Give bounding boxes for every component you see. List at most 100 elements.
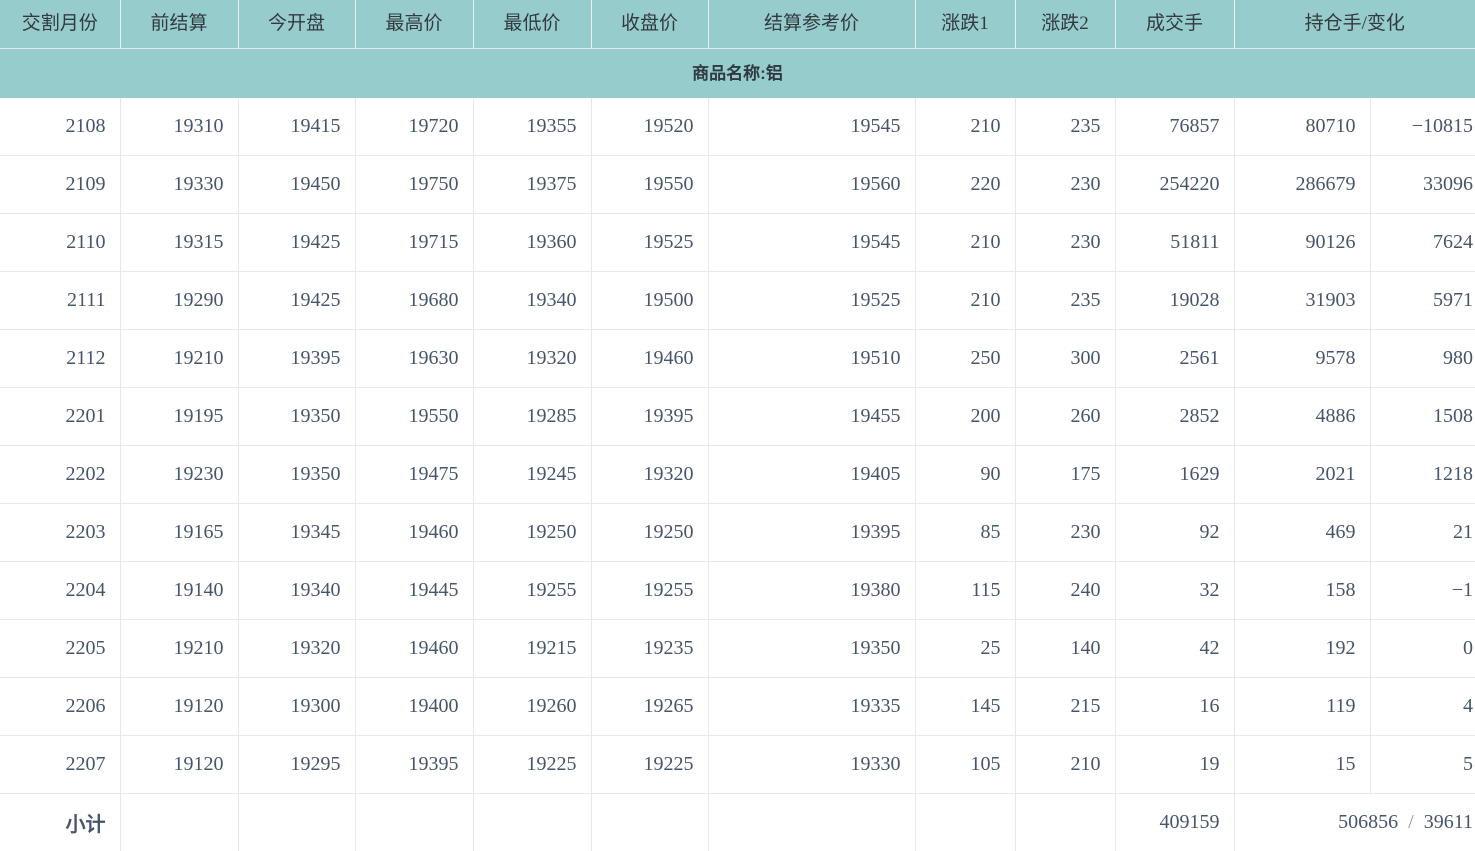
cell-open-interest-change: 7624 <box>1370 214 1475 272</box>
column-header-settle[interactable]: 结算参考价 <box>708 0 915 49</box>
cell-settlement: 19560 <box>708 156 915 214</box>
cell-change-2: 140 <box>1015 620 1115 678</box>
cell-settlement: 19455 <box>708 388 915 446</box>
cell-high: 19395 <box>355 736 473 794</box>
cell-close: 19500 <box>591 272 708 330</box>
cell-open-interest-change: 4 <box>1370 678 1475 736</box>
column-header-low[interactable]: 最低价 <box>473 0 591 49</box>
cell-open-interest: 80710 <box>1234 98 1370 156</box>
cell-month: 2111 <box>0 272 120 330</box>
column-header-volume[interactable]: 成交手 <box>1115 0 1234 49</box>
cell-close: 19250 <box>591 504 708 562</box>
subtotal-volume: 409159 <box>1115 794 1234 851</box>
cell-open-interest-change: 1508 <box>1370 388 1475 446</box>
cell-change-1: 85 <box>915 504 1015 562</box>
cell-volume: 32 <box>1115 562 1234 620</box>
cell-open-interest: 192 <box>1234 620 1370 678</box>
cell-low: 19260 <box>473 678 591 736</box>
cell-low: 19355 <box>473 98 591 156</box>
cell-settlement: 19350 <box>708 620 915 678</box>
cell-open-interest-change: 33096 <box>1370 156 1475 214</box>
cell-prev-settlement: 19120 <box>120 678 238 736</box>
cell-prev-settlement: 19195 <box>120 388 238 446</box>
column-header-chg1[interactable]: 涨跌1 <box>915 0 1015 49</box>
column-header-high[interactable]: 最高价 <box>355 0 473 49</box>
column-header-open[interactable]: 今开盘 <box>238 0 355 49</box>
column-header-chg2[interactable]: 涨跌2 <box>1015 0 1115 49</box>
cell-change-1: 145 <box>915 678 1015 736</box>
cell-volume: 2561 <box>1115 330 1234 388</box>
cell-month: 2110 <box>0 214 120 272</box>
cell-close: 19395 <box>591 388 708 446</box>
cell-change-1: 210 <box>915 98 1015 156</box>
cell-high: 19750 <box>355 156 473 214</box>
cell-month: 2202 <box>0 446 120 504</box>
cell-open: 19300 <box>238 678 355 736</box>
cell-volume: 254220 <box>1115 156 1234 214</box>
cell-month: 2201 <box>0 388 120 446</box>
cell-settlement: 19525 <box>708 272 915 330</box>
cell-open-interest-change: −10815 <box>1370 98 1475 156</box>
cell-open-interest: 286679 <box>1234 156 1370 214</box>
cell-month: 2206 <box>0 678 120 736</box>
cell-settlement: 19330 <box>708 736 915 794</box>
header-row: 交割月份 前结算 今开盘 最高价 最低价 收盘价 结算参考价 涨跌1 涨跌2 成… <box>0 0 1475 49</box>
cell-change-1: 250 <box>915 330 1015 388</box>
cell-month: 2207 <box>0 736 120 794</box>
cell-change-1: 115 <box>915 562 1015 620</box>
cell-prev-settlement: 19210 <box>120 330 238 388</box>
cell-settlement: 19335 <box>708 678 915 736</box>
cell-settlement: 19395 <box>708 504 915 562</box>
cell-change-1: 25 <box>915 620 1015 678</box>
cell-low: 19360 <box>473 214 591 272</box>
cell-prev-settlement: 19165 <box>120 504 238 562</box>
subtotal-empty-cell <box>591 794 708 851</box>
cell-high: 19630 <box>355 330 473 388</box>
cell-open: 19415 <box>238 98 355 156</box>
cell-low: 19215 <box>473 620 591 678</box>
cell-month: 2204 <box>0 562 120 620</box>
cell-change-1: 200 <box>915 388 1015 446</box>
cell-open-interest-change: 980 <box>1370 330 1475 388</box>
column-header-open-interest[interactable]: 持仓手/变化 <box>1234 0 1475 49</box>
cell-low: 19255 <box>473 562 591 620</box>
cell-close: 19320 <box>591 446 708 504</box>
cell-close: 19235 <box>591 620 708 678</box>
cell-volume: 19 <box>1115 736 1234 794</box>
cell-change-1: 220 <box>915 156 1015 214</box>
cell-prev-settlement: 19140 <box>120 562 238 620</box>
column-header-presett[interactable]: 前结算 <box>120 0 238 49</box>
cell-open-interest: 469 <box>1234 504 1370 562</box>
subtotal-empty-cell <box>708 794 915 851</box>
cell-prev-settlement: 19330 <box>120 156 238 214</box>
cell-month: 2109 <box>0 156 120 214</box>
cell-low: 19375 <box>473 156 591 214</box>
cell-open: 19395 <box>238 330 355 388</box>
cell-prev-settlement: 19230 <box>120 446 238 504</box>
cell-low: 19320 <box>473 330 591 388</box>
subtotal-empty-cell <box>915 794 1015 851</box>
cell-open: 19450 <box>238 156 355 214</box>
cell-open-interest: 158 <box>1234 562 1370 620</box>
cell-open-interest: 31903 <box>1234 272 1370 330</box>
column-header-close[interactable]: 收盘价 <box>591 0 708 49</box>
subtotal-empty-cell <box>120 794 238 851</box>
cell-close: 19525 <box>591 214 708 272</box>
subtotal-empty-cell <box>473 794 591 851</box>
cell-close: 19265 <box>591 678 708 736</box>
cell-settlement: 19510 <box>708 330 915 388</box>
column-header-month[interactable]: 交割月份 <box>0 0 120 49</box>
